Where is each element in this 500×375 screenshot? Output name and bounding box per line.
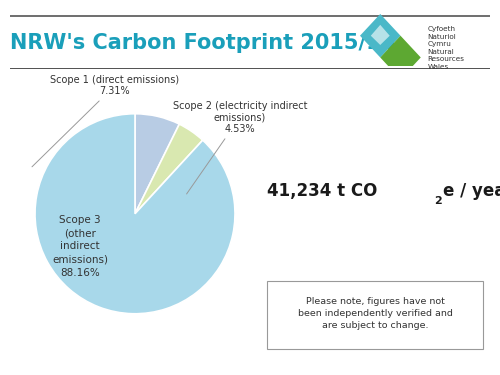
Wedge shape xyxy=(135,124,202,214)
Wedge shape xyxy=(35,114,235,314)
Text: Scope 1 (direct emissions)
7.31%: Scope 1 (direct emissions) 7.31% xyxy=(32,75,180,167)
Polygon shape xyxy=(360,14,401,57)
Polygon shape xyxy=(371,25,390,45)
Text: Scope 2 (electricity indirect
emissions)
4.53%: Scope 2 (electricity indirect emissions)… xyxy=(173,100,307,194)
Text: e / year: e / year xyxy=(443,182,500,200)
Text: 2: 2 xyxy=(434,196,442,206)
Text: Please note, figures have not
been independently verified and
are subject to cha: Please note, figures have not been indep… xyxy=(298,297,452,330)
Wedge shape xyxy=(135,114,180,214)
Text: 41,234 t CO: 41,234 t CO xyxy=(267,182,378,200)
FancyBboxPatch shape xyxy=(267,281,483,349)
Polygon shape xyxy=(380,36,421,79)
Text: Cyfoeth
Naturiol
Cymru
Natural
Resources
Wales: Cyfoeth Naturiol Cymru Natural Resources… xyxy=(428,27,465,70)
Text: NRW's Carbon Footprint 2015/16: NRW's Carbon Footprint 2015/16 xyxy=(10,33,395,53)
Text: Scope 3
(other
indirect
emissions)
88.16%: Scope 3 (other indirect emissions) 88.16… xyxy=(52,215,108,278)
